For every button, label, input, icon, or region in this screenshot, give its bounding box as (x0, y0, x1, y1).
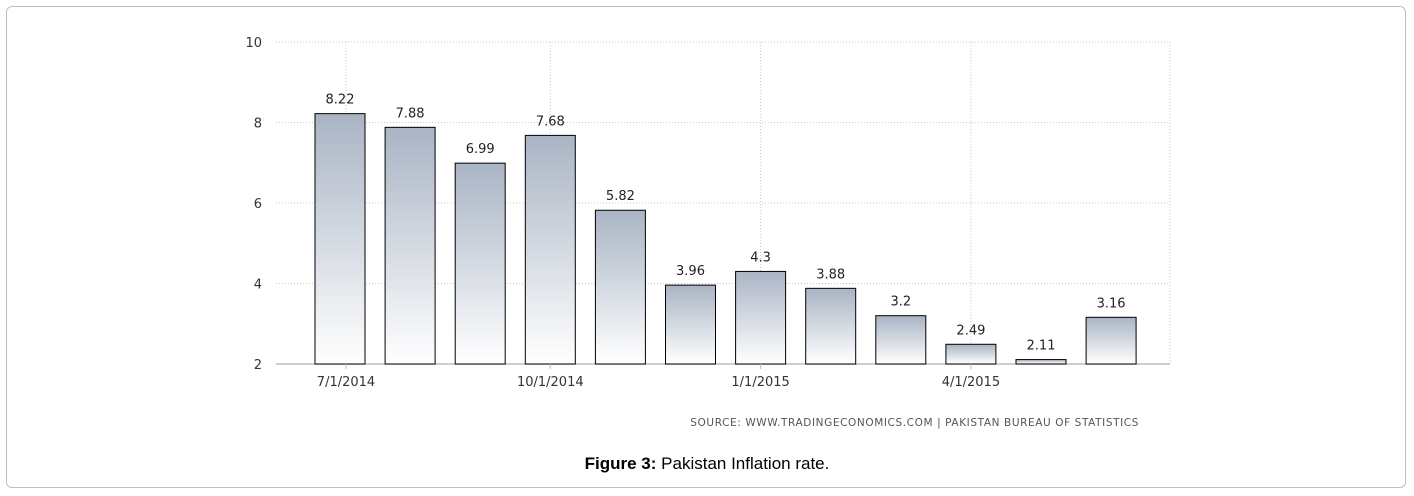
figure-caption: Figure 3: Pakistan Inflation rate. (0, 454, 1414, 474)
value-label: 4.3 (750, 250, 771, 265)
bar-12-1-2014 (665, 284, 716, 365)
caption-text: Pakistan Inflation rate. (656, 454, 830, 473)
bar-2-1-2015 (805, 287, 857, 365)
bar-3-1-2015 (875, 315, 927, 365)
x-tick-label: 10/1/2014 (517, 375, 584, 390)
value-label: 8.22 (326, 93, 355, 108)
value-label: 6.99 (466, 142, 495, 157)
y-tick-label: 8 (254, 117, 262, 132)
value-label: 3.2 (890, 295, 911, 310)
value-label: 3.96 (676, 264, 705, 279)
value-labels: 8.22 7.88 6.99 7.68 5.82 3.96 4.3 3.88 3.2 2.49 2.… (326, 93, 1126, 354)
x-tick-label: 7/1/2014 (317, 375, 375, 390)
value-label: 2.11 (1027, 339, 1056, 354)
caption-label: Figure 3: (584, 454, 657, 473)
value-label: 3.88 (816, 267, 845, 282)
x-tick-label: 1/1/2015 (731, 375, 789, 390)
bar-4-1-2015 (945, 343, 997, 365)
bar-10-1-2014 (524, 134, 576, 365)
value-label: 2.49 (956, 323, 985, 338)
bar-5-1-2015 (1015, 359, 1067, 365)
figure-frame (6, 6, 1406, 488)
source-note: SOURCE: WWW.TRADINGECONOMICS.COM | PAKIS… (690, 417, 1139, 429)
bars (314, 113, 1137, 365)
bar-9-1-2014 (454, 162, 506, 365)
y-tick-label: 6 (254, 197, 262, 212)
y-tick-label: 10 (245, 36, 262, 51)
bar-1-1-2015 (735, 270, 787, 365)
bar-7-1-2014 (314, 113, 366, 365)
bar-6-1-2015 (1085, 316, 1137, 365)
bar-11-1-2014 (594, 209, 646, 365)
bar-8-1-2014 (384, 126, 436, 365)
y-axis-ticks: 2 4 6 8 10 (245, 36, 262, 373)
inflation-bar-chart: 2 4 6 8 10 8.22 7.88 6.99 7.68 5.82 3.96 4.3 3.88 3.… (245, 36, 1171, 429)
value-label: 3.16 (1097, 296, 1126, 311)
x-tick-label: 4/1/2015 (942, 375, 1000, 390)
value-label: 7.88 (396, 106, 425, 121)
y-tick-label: 4 (254, 278, 262, 293)
value-label: 7.68 (536, 114, 565, 129)
value-label: 5.82 (606, 189, 635, 204)
x-axis-ticks: 7/1/2014 10/1/2014 1/1/2015 4/1/2015 (317, 364, 1000, 390)
y-tick-label: 2 (254, 358, 262, 373)
